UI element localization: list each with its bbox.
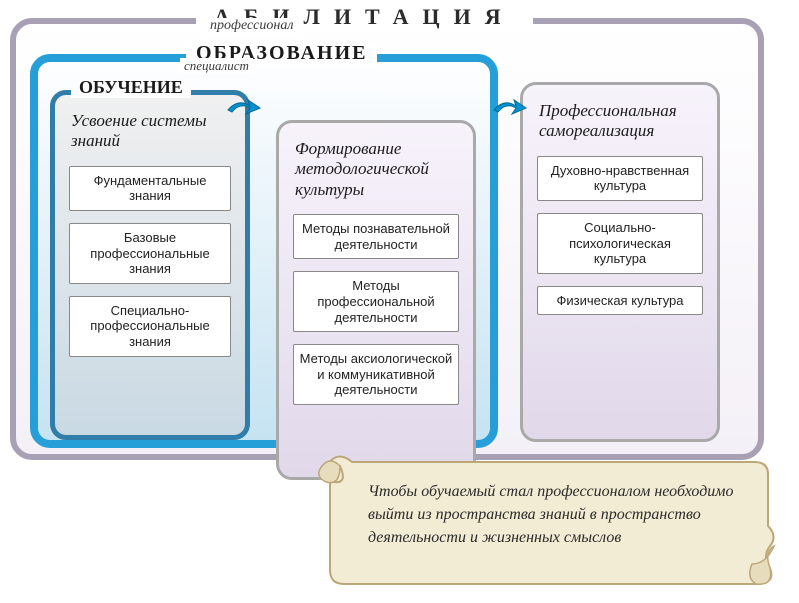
arrow-icon xyxy=(226,92,266,122)
arrow-icon xyxy=(492,92,532,122)
selfrealization-column: Профессиональная самореализация Духовно-… xyxy=(520,82,720,442)
abilitation-frame: АБИЛИТАЦИЯ профессионал ОБРАЗОВАНИЕ спец… xyxy=(10,18,764,460)
abilitation-subtitle: профессионал xyxy=(206,18,297,34)
learning-item: Фундаментальные знания xyxy=(69,166,231,211)
methodology-item: Методы аксиологической и коммуникативной… xyxy=(293,344,459,405)
learning-item: Базовые профессиональные знания xyxy=(69,223,231,284)
learning-tab-title: ОБУЧЕНИЕ xyxy=(71,77,191,98)
education-subtitle: специалист xyxy=(180,58,253,74)
selfrealization-item: Духовно-нравственная культура xyxy=(537,156,703,201)
learning-heading: Усвоение системы знаний xyxy=(71,111,231,152)
selfrealization-item: Социально-психологическая культура xyxy=(537,213,703,274)
methodology-item: Методы познавательной деятельности xyxy=(293,214,459,259)
footnote-text: Чтобы обучаемый стал профессионалом необ… xyxy=(368,480,738,550)
selfrealization-item: Физическая культура xyxy=(537,286,703,316)
footnote-scroll: Чтобы обучаемый стал профессионалом необ… xyxy=(300,452,780,596)
learning-item: Специально-профессиональные знания xyxy=(69,296,231,357)
methodology-item: Методы профессиональной деятельности xyxy=(293,271,459,332)
selfrealization-heading: Профессиональная самореализация xyxy=(539,101,703,142)
methodology-column: Формирование методологической культуры М… xyxy=(276,120,476,480)
learning-column: ОБУЧЕНИЕ Усвоение системы знаний Фундаме… xyxy=(50,90,250,440)
methodology-heading: Формирование методологической культуры xyxy=(295,139,459,200)
